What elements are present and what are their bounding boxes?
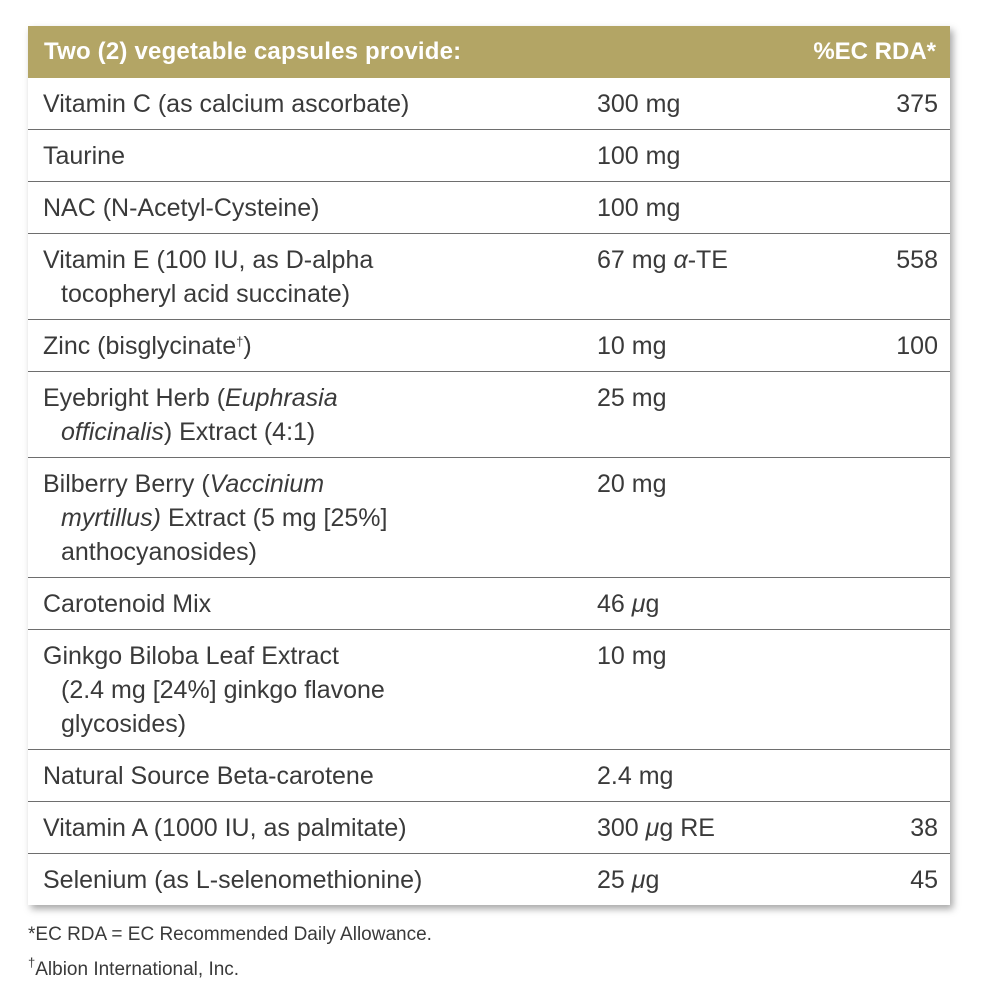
nutrient-name: Ginkgo Biloba Leaf Extract (2.4 mg [24%]… bbox=[43, 642, 385, 738]
nutrient-amount: 25 μg bbox=[597, 866, 660, 894]
nutrient-rda bbox=[825, 191, 938, 225]
nutrient-amount: 10 mg bbox=[597, 642, 667, 670]
nutrient-rda bbox=[825, 639, 938, 741]
nutrient-rda: 45 bbox=[910, 866, 938, 894]
nutrient-name: Eyebright Herb (Euphrasia officinalis) E… bbox=[43, 384, 338, 446]
footnote-albion: †Albion International, Inc. bbox=[28, 955, 240, 980]
nutrient-name: Carotenoid Mix bbox=[43, 590, 212, 618]
nutrient-amount: 46 μg bbox=[597, 590, 660, 618]
table-row: Zinc (bisglycinate†) 10 mg 100 bbox=[28, 320, 950, 372]
nutrient-name: Vitamin C (as calcium ascorbate) bbox=[43, 90, 410, 118]
table-row: Ginkgo Biloba Leaf Extract (2.4 mg [24%]… bbox=[28, 630, 950, 750]
footnote-rda: *EC RDA = EC Recommended Daily Allowance… bbox=[28, 924, 432, 945]
table-row: Selenium (as L-selenomethionine) 25 μg 4… bbox=[28, 854, 950, 905]
nutrient-rda: 100 bbox=[896, 332, 938, 360]
table-row: Vitamin A (1000 IU, as palmitate) 300 μg… bbox=[28, 802, 950, 854]
nutrient-rda bbox=[825, 759, 938, 793]
table-row: Natural Source Beta-carotene 2.4 mg bbox=[28, 750, 950, 802]
nutrient-amount: 300 mg bbox=[597, 90, 681, 118]
nutrient-amount: 20 mg bbox=[597, 470, 667, 498]
nutrient-amount: 100 mg bbox=[597, 194, 681, 222]
nutrient-name: Taurine bbox=[43, 142, 125, 170]
nutrient-rda: 375 bbox=[896, 90, 938, 118]
table-row: Taurine 100 mg bbox=[28, 130, 950, 182]
table-row: Bilberry Berry (Vaccinium myrtillus) Ext… bbox=[28, 458, 950, 578]
nutrient-name: Vitamin E (100 IU, as D-alpha tocopheryl… bbox=[43, 246, 374, 308]
table-row: NAC (N-Acetyl-Cysteine) 100 mg bbox=[28, 182, 950, 234]
nutrient-rda: 558 bbox=[896, 246, 938, 274]
table-row: Carotenoid Mix 46 μg bbox=[28, 578, 950, 630]
nutrient-rda bbox=[825, 587, 938, 621]
table-row: Vitamin E (100 IU, as D-alpha tocopheryl… bbox=[28, 234, 950, 320]
header-rda-text: %EC RDA* bbox=[813, 38, 936, 65]
header-serving-text: Two (2) vegetable capsules provide: bbox=[44, 38, 462, 65]
table-row: Eyebright Herb (Euphrasia officinalis) E… bbox=[28, 372, 950, 458]
nutrient-name: Natural Source Beta-carotene bbox=[43, 762, 374, 790]
nutrient-name: Vitamin A (1000 IU, as palmitate) bbox=[43, 814, 407, 842]
nutrient-name: Bilberry Berry (Vaccinium myrtillus) Ext… bbox=[43, 470, 388, 566]
nutrient-name: Selenium (as L-selenomethionine) bbox=[43, 866, 423, 894]
nutrient-amount: 67 mg α-TE bbox=[597, 246, 728, 274]
nutrient-rda bbox=[825, 381, 938, 449]
nutrient-amount: 300 μg RE bbox=[597, 814, 715, 842]
nutrient-amount: 100 mg bbox=[597, 142, 681, 170]
table-header: Two (2) vegetable capsules provide: %EC … bbox=[28, 26, 950, 78]
supplement-facts-table: Two (2) vegetable capsules provide: %EC … bbox=[28, 26, 950, 905]
nutrient-name: Zinc (bisglycinate†) bbox=[43, 332, 252, 360]
table-row: Vitamin C (as calcium ascorbate) 300 mg … bbox=[28, 78, 950, 130]
nutrient-amount: 2.4 mg bbox=[597, 762, 674, 790]
nutrient-rda: 38 bbox=[910, 814, 938, 842]
nutrient-name: NAC (N-Acetyl-Cysteine) bbox=[43, 194, 320, 222]
nutrient-amount: 25 mg bbox=[597, 384, 667, 412]
nutrient-rda bbox=[825, 139, 938, 173]
nutrient-rda bbox=[825, 467, 938, 569]
nutrient-amount: 10 mg bbox=[597, 332, 667, 360]
